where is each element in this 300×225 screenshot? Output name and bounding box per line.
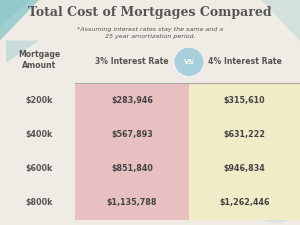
Text: $283,946: $283,946 [111, 96, 153, 105]
Text: *Assuming interest rates stay the same and a
25 year amortization period.: *Assuming interest rates stay the same a… [77, 27, 223, 38]
Ellipse shape [174, 47, 204, 76]
Bar [189, 83, 300, 220]
Text: VS: VS [184, 59, 194, 65]
Text: 4% Interest Rate: 4% Interest Rate [208, 57, 281, 66]
Text: $1,262,446: $1,262,446 [219, 198, 270, 207]
Text: $400k: $400k [25, 130, 53, 139]
Text: $631,222: $631,222 [224, 130, 266, 139]
Text: $851,840: $851,840 [111, 164, 153, 173]
Text: 3% Interest Rate: 3% Interest Rate [95, 57, 169, 66]
Bar [75, 83, 189, 220]
Text: $200k: $200k [25, 96, 53, 105]
Text: Total Cost of Mortgages Compared: Total Cost of Mortgages Compared [28, 6, 272, 19]
Text: Mortgage
Amount: Mortgage Amount [18, 50, 60, 70]
Text: $1,135,788: $1,135,788 [107, 198, 157, 207]
Text: $600k: $600k [25, 164, 53, 173]
Text: $800k: $800k [25, 198, 53, 207]
Text: $315,610: $315,610 [224, 96, 265, 105]
Text: $946,834: $946,834 [224, 164, 266, 173]
Text: $567,893: $567,893 [111, 130, 153, 139]
